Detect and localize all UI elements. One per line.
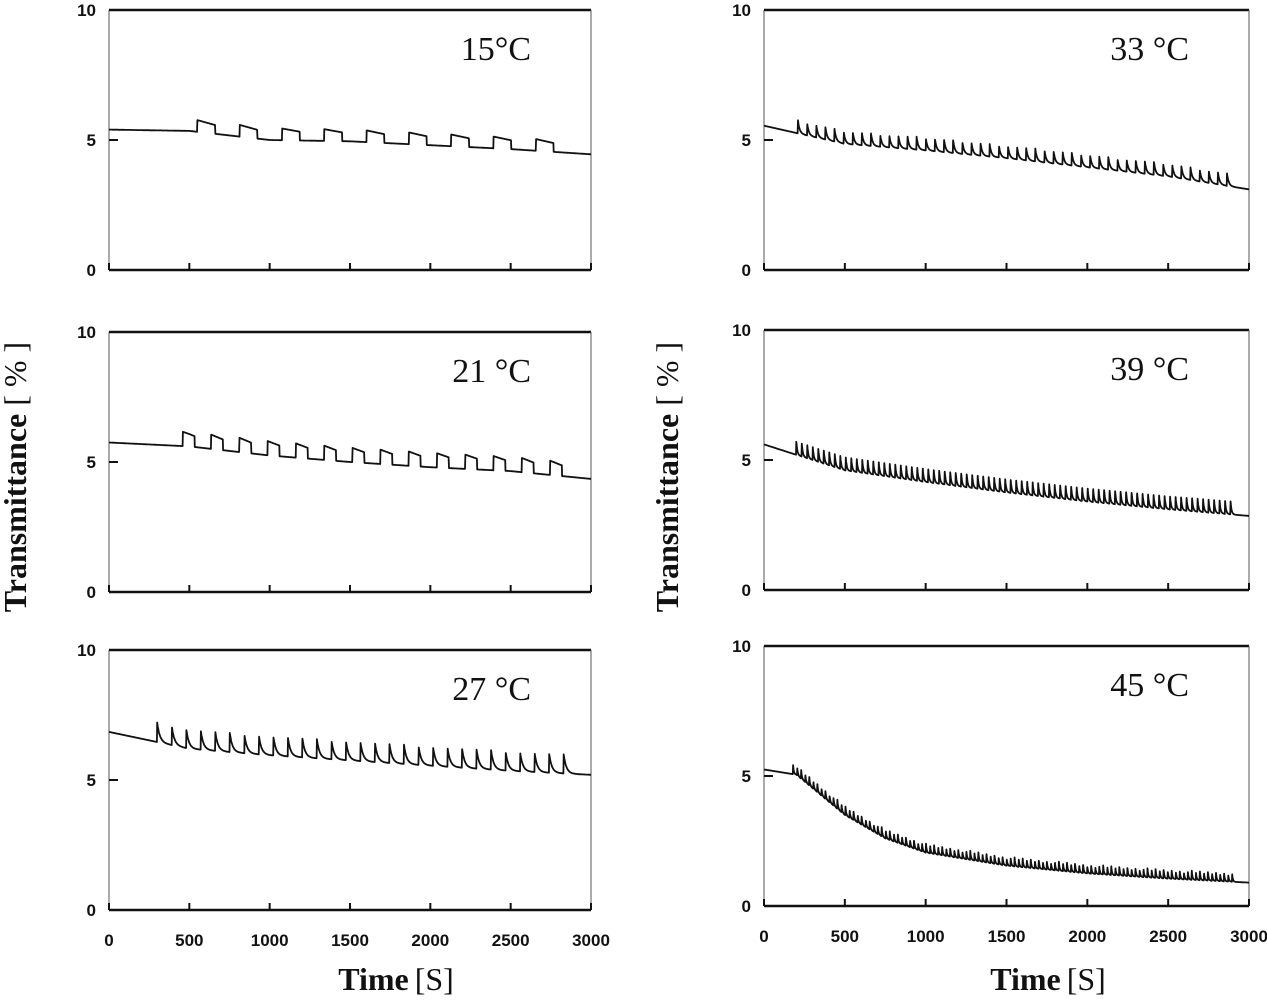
y-tick-label: 5 <box>742 451 751 470</box>
series-line <box>108 430 592 480</box>
x-tick-label: 3000 <box>572 931 610 950</box>
y-axis-label-text: Transmittance <box>649 414 685 612</box>
series-line <box>108 721 592 776</box>
x-tick-label: 500 <box>175 931 203 950</box>
x-tick-label: 3000 <box>1230 927 1267 946</box>
panel-temperature-label: 45 °C <box>1110 667 1189 704</box>
x-tick-label: 2500 <box>1149 927 1187 946</box>
chart-panel-4: 0 5 10 33 °C <box>732 1 1250 280</box>
y-tick-label: 0 <box>87 901 96 920</box>
y-axis-label-right: Transmittance [ % ] <box>649 342 685 612</box>
y-tick-label: 10 <box>77 1 96 20</box>
y-axis-unit-text: [ % ] <box>0 342 33 406</box>
y-axis-unit-text: [ % ] <box>649 342 685 406</box>
x-tick-label: 1000 <box>907 927 945 946</box>
series-line <box>763 119 1250 191</box>
x-tick-label: 1000 <box>251 931 289 950</box>
y-tick-label: 10 <box>77 323 96 342</box>
y-tick-label: 10 <box>732 637 751 656</box>
y-tick-label: 0 <box>742 897 751 916</box>
x-axis-label-text: Time <box>990 961 1061 997</box>
y-tick-label: 5 <box>87 131 96 150</box>
y-tick-label: 0 <box>742 581 751 600</box>
x-axis-unit-text: [S] <box>415 961 454 997</box>
panel-temperature-label: 21 °C <box>452 353 531 390</box>
x-tick-label: 2500 <box>492 931 530 950</box>
x-tick-label: 0 <box>759 927 768 946</box>
chart-panel-3: 0 5 10 0 500 1000 1500 2000 2500 3000 27 °C <box>77 641 610 950</box>
panel-temperature-label: 33 °C <box>1110 31 1189 68</box>
y-tick-label: 0 <box>87 583 96 602</box>
x-tick-label: 2000 <box>1068 927 1106 946</box>
y-axis-label-text: Transmittance <box>0 414 33 612</box>
y-axis-label-left: Transmittance [ % ] <box>0 342 33 612</box>
x-tick-label: 1500 <box>331 931 369 950</box>
chart-panel-1: 0 5 10 15°C <box>77 1 592 280</box>
x-tick-label: 500 <box>831 927 859 946</box>
series-line <box>108 119 592 156</box>
y-tick-label: 10 <box>732 1 751 20</box>
panel-temperature-label: 27 °C <box>452 671 531 708</box>
chart-panel-5: 0 5 10 39 °C <box>732 321 1250 600</box>
series-line <box>763 440 1250 517</box>
y-tick-label: 5 <box>742 767 751 786</box>
series-line <box>763 764 1250 884</box>
y-tick-label: 0 <box>87 261 96 280</box>
chart-panel-2: 0 5 10 21 °C <box>77 323 592 602</box>
chart-panel-6: 0 5 10 0 500 1000 1500 2000 2500 3000 45 °C <box>732 637 1267 946</box>
y-tick-label: 5 <box>742 131 751 150</box>
y-tick-label: 10 <box>77 641 96 660</box>
y-tick-label: 10 <box>732 321 751 340</box>
x-tick-label: 0 <box>104 931 113 950</box>
x-tick-label: 2000 <box>411 931 449 950</box>
panel-temperature-label: 39 °C <box>1110 351 1189 388</box>
y-tick-label: 0 <box>742 261 751 280</box>
x-axis-label-text: Time <box>338 961 409 997</box>
panel-temperature-label: 15°C <box>461 31 531 68</box>
x-axis-label-right: Time [S] <box>990 961 1106 997</box>
x-axis-unit-text: [S] <box>1067 961 1106 997</box>
x-tick-label: 1500 <box>988 927 1026 946</box>
y-tick-label: 5 <box>87 453 96 472</box>
y-tick-label: 5 <box>87 771 96 790</box>
x-axis-label-left: Time [S] <box>338 961 454 997</box>
